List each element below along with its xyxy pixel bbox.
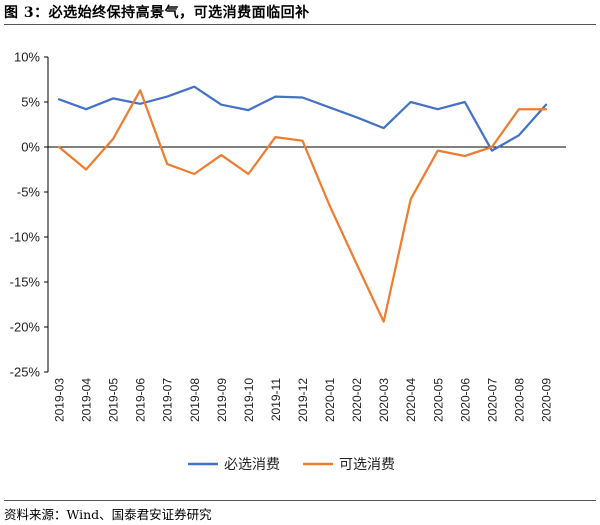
series-line-2 — [59, 90, 546, 321]
x-tick-label: 2020-03 — [377, 378, 391, 422]
y-tick-label: -5% — [17, 185, 41, 200]
x-tick-label: 2020-02 — [350, 378, 364, 422]
series-layer — [59, 87, 546, 322]
x-tick-label: 2020-05 — [431, 378, 445, 422]
x-tick-label: 2019-09 — [215, 378, 229, 422]
y-axis-ticks: 10% 5% 0% -5% -10% -15% -20% -25% — [10, 50, 48, 380]
x-tick-label: 2019-12 — [296, 378, 310, 422]
x-tick-label: 2020-06 — [458, 378, 472, 422]
x-axis-ticks: 2019-03 2019-04 2019-05 2019-06 2019-07 2019-… — [53, 378, 554, 422]
legend: 必选消费 可选消费 — [188, 457, 395, 473]
x-tick-label: 2020-07 — [485, 378, 499, 422]
y-tick-label: -10% — [10, 230, 41, 245]
x-tick-label: 2019-04 — [80, 378, 94, 422]
x-tick-label: 2020-09 — [540, 378, 554, 422]
source-note-bar: 资料来源：Wind、国泰君安证券研究 — [4, 500, 596, 525]
x-tick-label: 2019-07 — [161, 378, 175, 422]
y-tick-label: -15% — [10, 275, 41, 290]
x-tick-label: 2019-05 — [107, 378, 121, 422]
y-tick-label: -25% — [10, 365, 41, 380]
source-note: 资料来源：Wind、国泰君安证券研究 — [4, 504, 212, 523]
legend-label-2: 可选消费 — [339, 457, 395, 473]
x-tick-label: 2020-01 — [323, 378, 337, 422]
legend-label-1: 必选消费 — [224, 457, 280, 473]
y-tick-label: 5% — [21, 95, 40, 110]
x-tick-label: 2020-04 — [404, 378, 418, 422]
x-tick-label: 2020-08 — [512, 378, 526, 422]
x-tick-label: 2019-10 — [242, 378, 256, 422]
x-tick-label: 2019-08 — [188, 378, 202, 422]
x-tick-label: 2019-06 — [134, 378, 148, 422]
y-tick-label: -20% — [10, 320, 41, 335]
x-tick-label: 2019-11 — [269, 378, 283, 421]
y-tick-label: 0% — [21, 140, 40, 155]
y-tick-label: 10% — [14, 50, 40, 65]
x-tick-label: 2019-03 — [53, 378, 67, 422]
